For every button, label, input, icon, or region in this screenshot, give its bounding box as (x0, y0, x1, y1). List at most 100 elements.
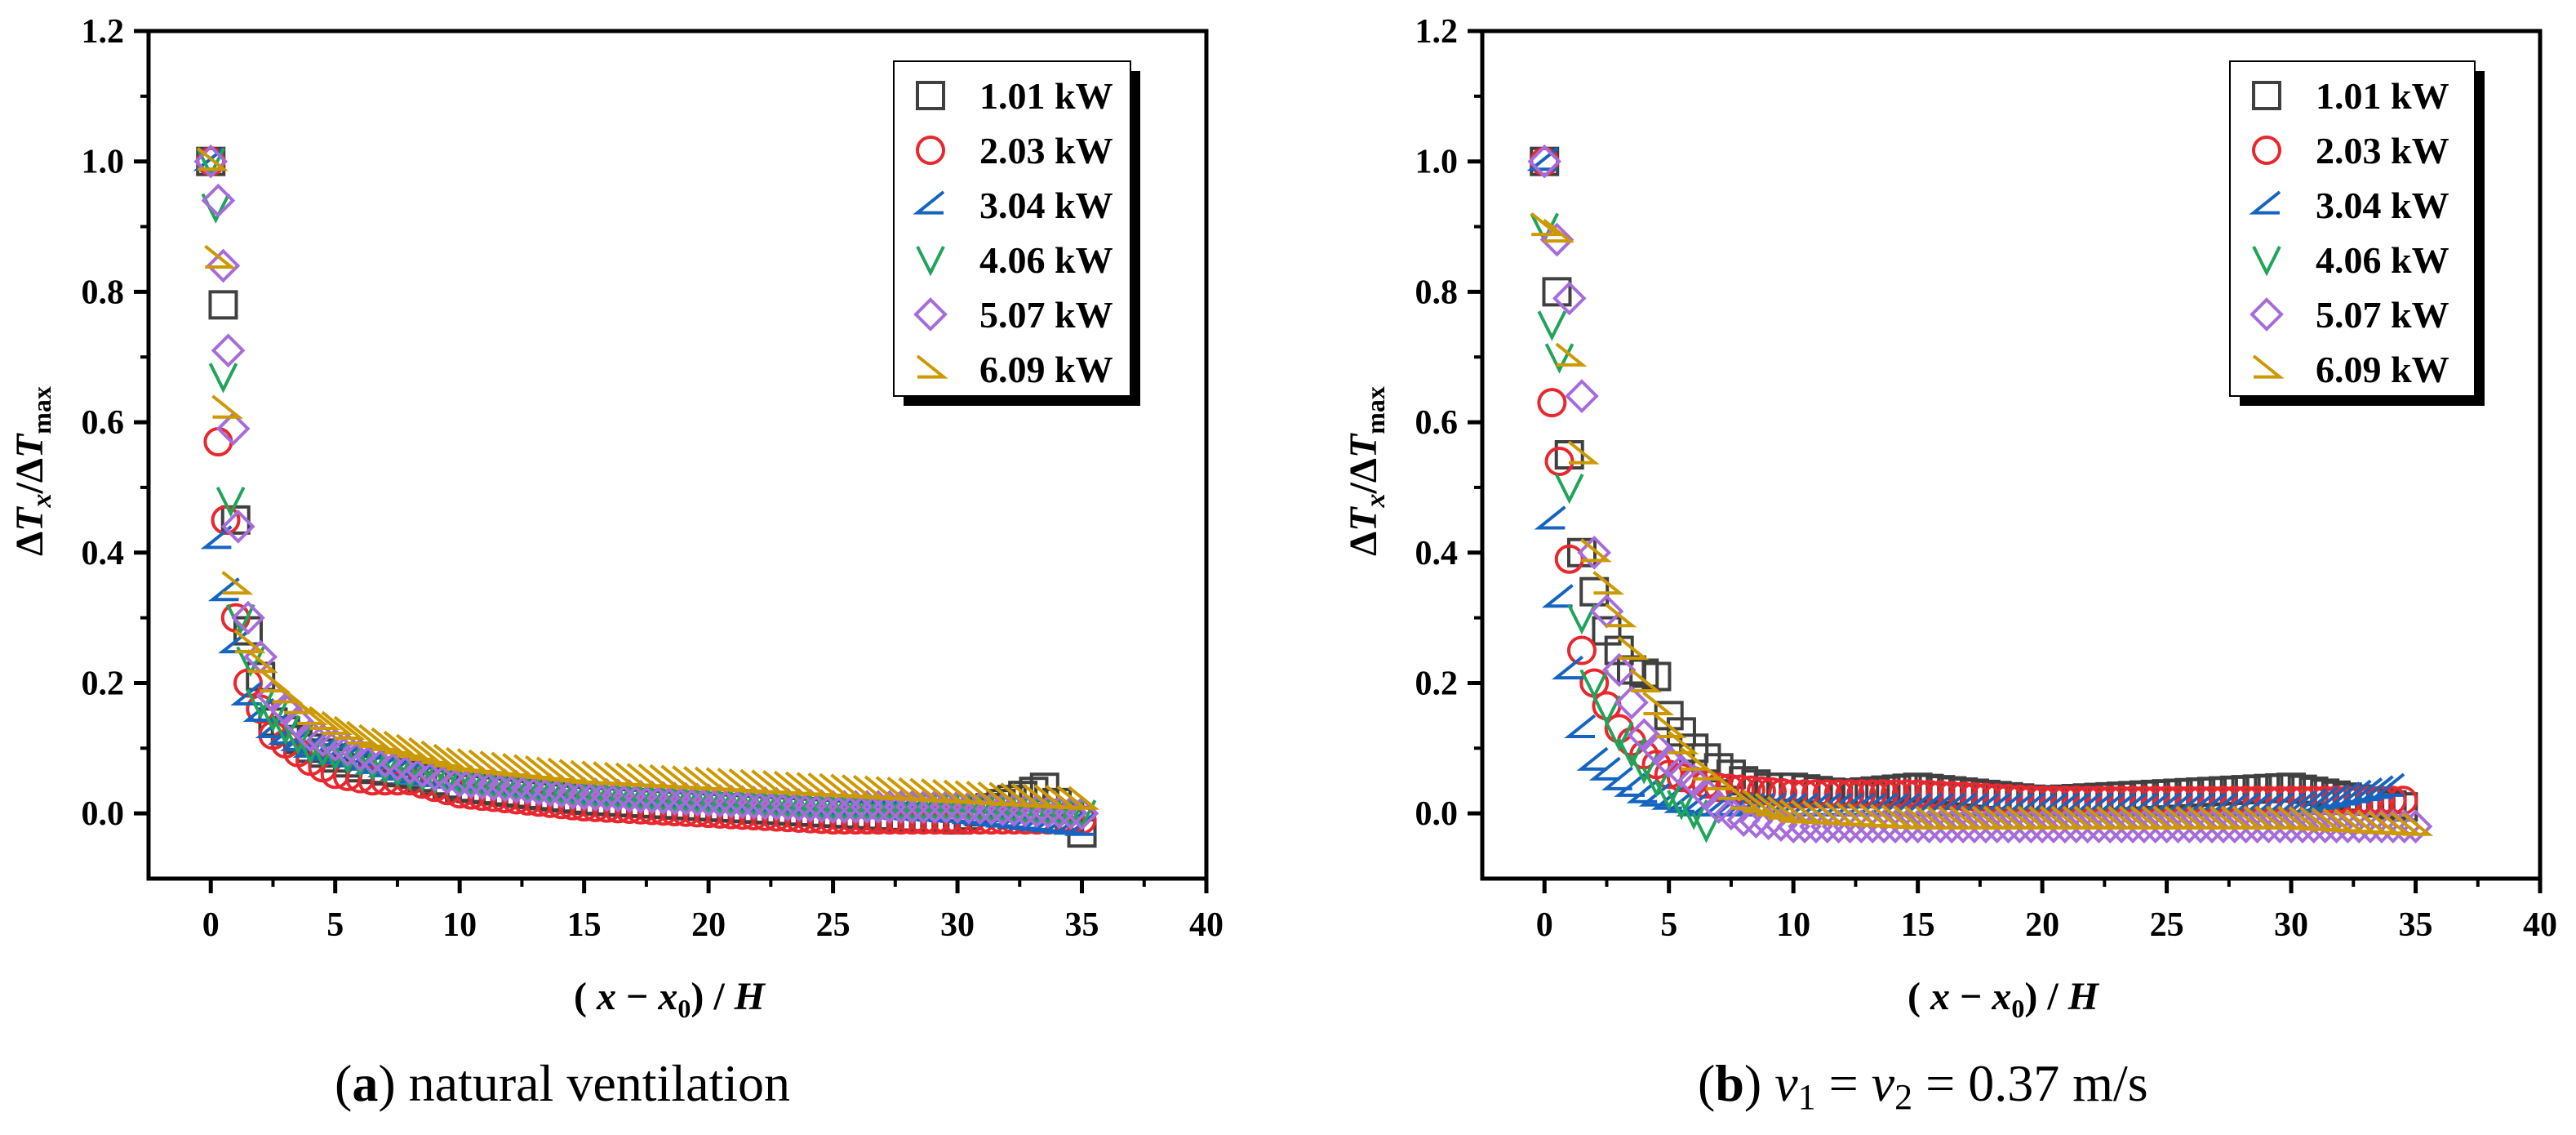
legend-label: 2.03 kW (979, 130, 1113, 171)
data-point (345, 747, 375, 778)
data-point (1923, 809, 1958, 843)
data-point (204, 244, 237, 269)
chart-panel-a: 0 5 10 15 20 25 30 35 40 0.0 0.2 0.4 0.6 0.8 1.0 1.2 ( x… (8, 13, 1224, 1023)
data-point (220, 510, 255, 544)
data-point (345, 720, 378, 745)
data-point (2138, 809, 2173, 843)
data-point (206, 248, 241, 283)
data-point (215, 486, 246, 518)
data-point (2059, 809, 2094, 843)
y-tick-label: 0.4 (1415, 535, 1459, 572)
data-point (1530, 211, 1562, 237)
data-point (442, 763, 477, 799)
data-point (2329, 781, 2361, 806)
data-point (203, 427, 233, 457)
data-point (380, 747, 415, 782)
data-point (2183, 809, 2218, 843)
data-point (2401, 812, 2434, 836)
data-point (395, 733, 428, 758)
legend-marker (2252, 354, 2285, 379)
data-point (1946, 809, 1980, 843)
data-point (2127, 809, 2161, 843)
data-point (510, 771, 545, 805)
data-point (2081, 809, 2116, 843)
x-tick-label: 35 (1065, 906, 1099, 944)
data-point (1592, 571, 1625, 595)
data-point (2116, 809, 2150, 843)
data-point (1543, 218, 1575, 243)
legend-marker (916, 136, 945, 165)
legend-label: 4.06 kW (2316, 239, 2449, 281)
data-point (1742, 789, 1774, 813)
x-tick-label: 35 (2399, 906, 2433, 944)
data-point (1766, 795, 1799, 820)
data-point (2361, 775, 2394, 799)
data-point (1588, 756, 1621, 781)
data-point (2228, 809, 2263, 843)
data-point (2373, 772, 2405, 797)
legend-box (2229, 60, 2476, 397)
y-tick-label: 0.4 (82, 535, 125, 572)
data-point (861, 790, 895, 824)
data-point (1552, 281, 1587, 316)
data-point (1566, 635, 1597, 665)
data-point (657, 781, 692, 816)
legend-marker (913, 190, 945, 215)
x-axis-label: ( x − x0) / H (1908, 975, 2100, 1023)
data-point (321, 710, 353, 735)
data-point (1605, 603, 1637, 628)
data-point (771, 787, 805, 822)
data-point (1889, 809, 1924, 843)
data-point (634, 780, 669, 815)
y-tick-label: 1.0 (1415, 144, 1459, 181)
data-point (2274, 809, 2308, 843)
data-point (246, 648, 278, 674)
caption-b: (b) v1 = v2 = 0.37 m/s (1698, 1054, 2148, 1117)
data-point (280, 727, 313, 751)
data-point (1601, 766, 1633, 790)
legend-label: 6.09 kW (979, 349, 1113, 390)
data-point (782, 788, 816, 822)
legend-marker (913, 297, 948, 332)
x-tick-label: 0 (202, 906, 220, 944)
legend: 1.01 kW 2.03 kW 3.04 kW 4.06 kW 5.07 kW 6.09 … (2229, 60, 2485, 406)
data-point (668, 781, 704, 817)
data-point (555, 775, 590, 810)
legend-label: 1.01 kW (2316, 75, 2449, 117)
x-tick-label: 30 (940, 906, 975, 944)
data-point (487, 768, 522, 803)
data-point (736, 786, 771, 820)
data-point (201, 183, 236, 218)
data-point (343, 737, 378, 772)
y-axis-label: ΔTx/ΔTmax (8, 386, 57, 556)
data-point (2149, 809, 2184, 843)
series-6_09-kW (196, 147, 1100, 810)
data-point (405, 754, 440, 789)
data-point (703, 784, 737, 818)
data-point (1651, 744, 1686, 779)
data-point (358, 723, 391, 748)
series-4_06-kW (1530, 212, 1721, 843)
data-point (1979, 809, 2014, 843)
data-point (395, 760, 424, 791)
data-point (1564, 714, 1597, 738)
data-point (2285, 809, 2320, 843)
data-point (589, 777, 624, 812)
legend-label: 5.07 kW (979, 294, 1113, 336)
data-point (2251, 809, 2286, 843)
data-point (215, 412, 251, 446)
data-point (2014, 809, 2049, 843)
x-tick-label: 5 (326, 906, 344, 944)
legend-label: 3.04 kW (2316, 185, 2449, 226)
data-point (566, 777, 602, 812)
data-point (1729, 786, 1761, 810)
data-point (1667, 730, 1699, 754)
legend-marker (916, 81, 945, 110)
data-point (827, 790, 862, 824)
data-point (211, 333, 246, 368)
legend-label: 3.04 kW (979, 185, 1113, 226)
data-point (221, 571, 254, 595)
data-point (230, 681, 263, 706)
data-point (2048, 809, 2082, 843)
legend-box (893, 60, 1131, 397)
